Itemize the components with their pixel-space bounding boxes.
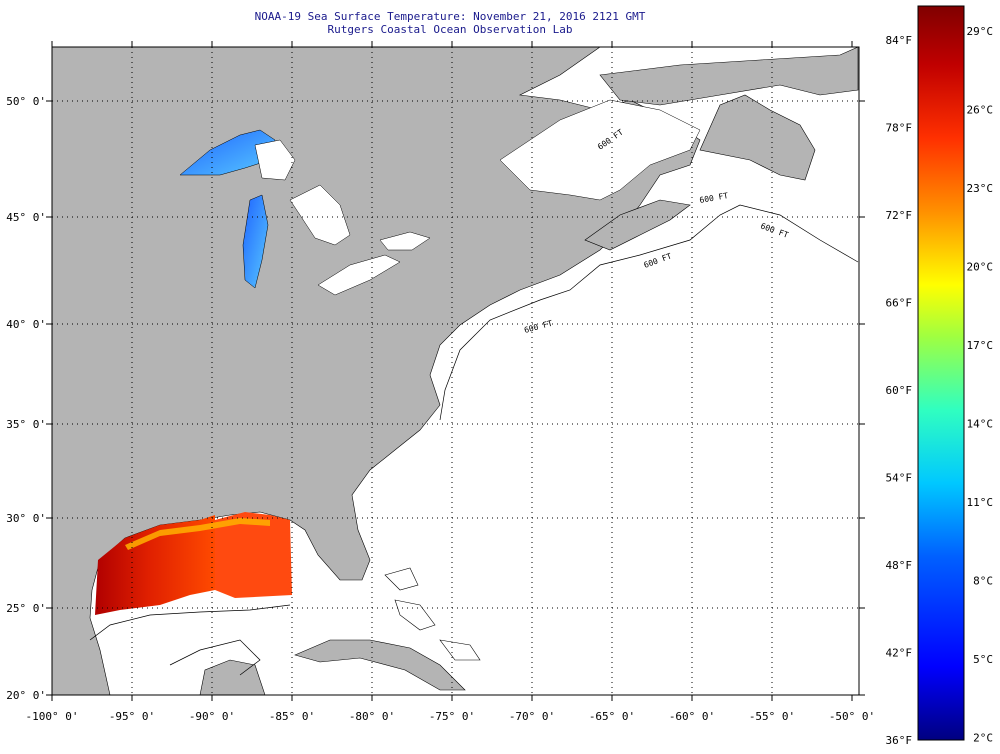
colorbar-c-label: 11°C <box>967 496 994 509</box>
colorbar-celsius-labels: 29°C 26°C 23°C 20°C 17°C 14°C 11°C 8°C 5°C 2°C <box>967 25 994 745</box>
lake-huron <box>289 184 351 246</box>
isobath-600ft <box>439 204 859 421</box>
colorbar-c-label: 8°C <box>973 575 993 588</box>
lon-label: -95° 0' <box>109 710 155 723</box>
lat-label: 35° 0' <box>6 418 46 431</box>
colorbar-c-label: 14°C <box>967 418 994 431</box>
colorbar-f-label: 36°F <box>886 734 913 747</box>
colorbar-f-label: 78°F <box>886 122 913 135</box>
graticule <box>52 47 859 695</box>
colorbar-f-label: 72°F <box>886 209 913 222</box>
land-nova-scotia <box>584 199 691 251</box>
land-gaspe <box>599 47 859 106</box>
colorbar-f-label: 60°F <box>886 384 913 397</box>
lake-erie <box>317 254 401 296</box>
lat-label: 45° 0' <box>6 211 46 224</box>
lon-label: -75° 0' <box>429 710 475 723</box>
colorbar-c-label: 26°C <box>967 104 994 117</box>
gulf-sst-east <box>215 512 292 598</box>
lon-label: -70° 0' <box>509 710 555 723</box>
lon-label: -90° 0' <box>189 710 235 723</box>
lat-label: 40° 0' <box>6 318 46 331</box>
lake-superior <box>179 129 276 176</box>
latitude-labels: 50° 0' 45° 0' 40° 0' 35° 0' 30° 0' 25° 0' 20° … <box>6 95 46 702</box>
map-title: NOAA-19 Sea Surface Temperature: Novembe… <box>254 10 646 23</box>
colorbar-c-label: 23°C <box>967 182 994 195</box>
lon-label: -80° 0' <box>349 710 395 723</box>
longitude-labels: -100° 0' -95° 0' -90° 0' -85° 0' -80° 0' -75°… <box>26 710 876 723</box>
lat-label: 20° 0' <box>6 689 46 702</box>
colorbar-f-label: 66°F <box>886 297 913 310</box>
lat-label: 50° 0' <box>6 95 46 108</box>
gulf-sst-west <box>95 515 215 615</box>
axis-ticks <box>46 41 865 701</box>
lon-label: -50° 0' <box>829 710 875 723</box>
colorbar-c-label: 5°C <box>973 653 993 666</box>
lake-michigan <box>242 194 269 289</box>
colorbar-f-label: 42°F <box>886 647 913 660</box>
colorbar-gradient <box>917 5 965 741</box>
colorbar-fahrenheit-labels: 84°F 78°F 72°F 66°F 60°F 54°F 48°F 42°F 36°F <box>886 34 913 747</box>
gulf-coastal-warm <box>125 518 270 550</box>
land-bahamas <box>384 567 481 661</box>
colorbar-c-label: 29°C <box>967 25 994 38</box>
lon-label: -65° 0' <box>589 710 635 723</box>
isobath-gulf <box>89 604 291 676</box>
lat-label: 25° 0' <box>6 602 46 615</box>
colorbar-f-label: 48°F <box>886 559 913 572</box>
lon-label: -100° 0' <box>26 710 79 723</box>
lon-label: -85° 0' <box>269 710 315 723</box>
colorbar-f-label: 84°F <box>886 34 913 47</box>
land-cuba <box>294 639 466 691</box>
colorbar-c-label: 17°C <box>967 339 994 352</box>
colorbar-f-label: 54°F <box>886 472 913 485</box>
land-newfoundland <box>699 94 816 181</box>
lon-label: -55° 0' <box>749 710 795 723</box>
gulf-st-lawrence <box>499 99 701 201</box>
lake-superior-east <box>254 139 296 181</box>
lake-ontario <box>379 231 431 251</box>
colorbar-c-label: 20°C <box>967 261 994 274</box>
map-frame <box>51 46 860 696</box>
map-subtitle: Rutgers Coastal Ocean Observation Lab <box>327 23 573 36</box>
lat-label: 30° 0' <box>6 512 46 525</box>
colorbar-c-label: 2°C <box>973 732 993 745</box>
lon-label: -60° 0' <box>669 710 715 723</box>
